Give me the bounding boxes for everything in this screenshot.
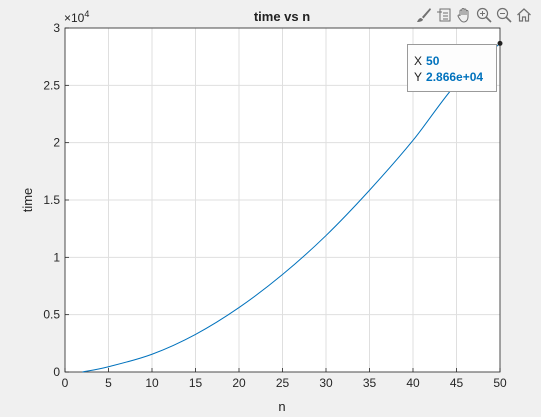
y-exponent-label: ×104 bbox=[64, 9, 89, 25]
x-tick-label: 15 bbox=[189, 376, 203, 390]
x-tick-label: 0 bbox=[62, 376, 69, 390]
y-tick-label: 0.5 bbox=[43, 308, 60, 322]
datatip-x-label: X bbox=[414, 54, 423, 68]
datatip-marker[interactable] bbox=[497, 40, 503, 46]
x-tick-label: 45 bbox=[450, 376, 464, 390]
x-tick-label: 5 bbox=[105, 376, 112, 390]
datatip-y-value: 2.866e+04 bbox=[426, 70, 484, 84]
datatip-x-value: 50 bbox=[426, 54, 440, 68]
y-tick-label: 1 bbox=[53, 250, 60, 264]
pan-icon[interactable] bbox=[454, 5, 473, 24]
y-tick-label: 1.5 bbox=[43, 193, 60, 207]
datatip[interactable]: X 50 Y 2.866e+04 bbox=[407, 44, 497, 92]
x-axis-label: n bbox=[278, 399, 285, 414]
datatip-x-row: X 50 bbox=[414, 53, 496, 69]
y-ticks: 0 0.5 1 1.5 2 2.5 3 bbox=[43, 21, 69, 379]
insert-legend-icon[interactable] bbox=[434, 5, 453, 24]
chart-title: time vs n bbox=[254, 9, 310, 24]
y-axis-label: time bbox=[20, 188, 35, 213]
series-line bbox=[82, 43, 501, 373]
x-ticks: 0 5 10 15 20 25 30 35 40 45 50 bbox=[62, 368, 507, 390]
x-tick-label: 30 bbox=[319, 376, 333, 390]
x-tick-label: 40 bbox=[406, 376, 420, 390]
axes-toolbar bbox=[414, 5, 533, 24]
x-tick-label: 50 bbox=[493, 376, 507, 390]
zoom-in-icon[interactable] bbox=[474, 5, 493, 24]
x-tick-label: 25 bbox=[276, 376, 290, 390]
home-icon[interactable] bbox=[514, 5, 533, 24]
x-tick-label: 10 bbox=[145, 376, 159, 390]
y-exponent-base: ×10 bbox=[64, 11, 85, 25]
datatip-y-label: Y bbox=[414, 70, 423, 84]
x-tick-label: 35 bbox=[363, 376, 377, 390]
y-tick-label: 0 bbox=[53, 365, 60, 379]
zoom-out-icon[interactable] bbox=[494, 5, 513, 24]
x-tick-label: 20 bbox=[232, 376, 246, 390]
brush-icon[interactable] bbox=[414, 5, 433, 24]
datatip-y-row: Y 2.866e+04 bbox=[414, 69, 496, 85]
y-tick-label: 3 bbox=[53, 21, 60, 35]
y-tick-label: 2 bbox=[53, 136, 60, 150]
y-tick-label: 2.5 bbox=[43, 78, 60, 92]
y-exponent-power: 4 bbox=[84, 9, 89, 19]
